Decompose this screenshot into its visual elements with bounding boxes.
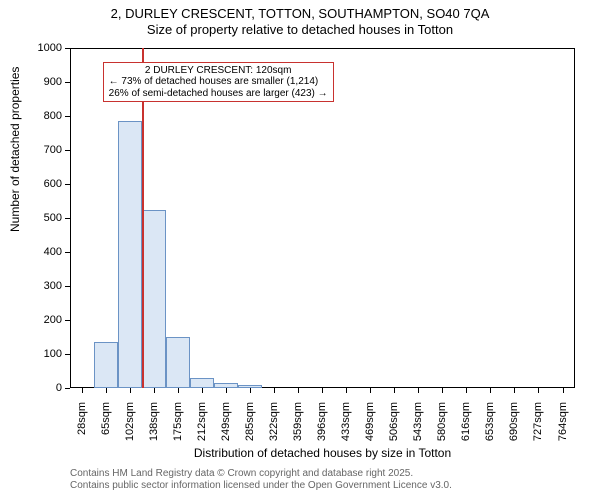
x-tick-label: 616sqm [460, 402, 472, 452]
histogram-bar [166, 337, 190, 388]
y-tick-label: 100 [22, 348, 62, 360]
histogram-bar [118, 121, 142, 388]
y-tick-label: 0 [22, 382, 62, 394]
y-tick-label: 300 [22, 280, 62, 292]
footer-attribution: Contains HM Land Registry data © Crown c… [70, 468, 452, 492]
annotation-line2: ← 73% of detached houses are smaller (1,… [109, 76, 328, 88]
footer-line1: Contains HM Land Registry data © Crown c… [70, 468, 452, 480]
histogram-bar [190, 378, 214, 388]
annotation-callout: 2 DURLEY CRESCENT: 120sqm← 73% of detach… [103, 62, 334, 103]
annotation-line3: 26% of semi-detached houses are larger (… [109, 88, 328, 100]
x-tick-label: 506sqm [388, 402, 400, 452]
x-tick-label: 322sqm [268, 402, 280, 452]
x-tick-label: 690sqm [508, 402, 520, 452]
y-tick-label: 800 [22, 110, 62, 122]
histogram-bar [214, 383, 238, 388]
x-tick-label: 727sqm [532, 402, 544, 452]
x-tick-label: 359sqm [292, 402, 304, 452]
x-tick-label: 28sqm [76, 402, 88, 452]
x-tick-label: 396sqm [316, 402, 328, 452]
y-tick-label: 600 [22, 178, 62, 190]
x-tick-label: 102sqm [124, 402, 136, 452]
x-tick-label: 764sqm [557, 402, 569, 452]
x-tick-label: 653sqm [484, 402, 496, 452]
histogram-chart: 2, DURLEY CRESCENT, TOTTON, SOUTHAMPTON,… [0, 0, 600, 500]
chart-title: 2, DURLEY CRESCENT, TOTTON, SOUTHAMPTON,… [0, 0, 600, 39]
histogram-bar [238, 385, 262, 388]
x-tick-label: 249sqm [220, 402, 232, 452]
annotation-line1: 2 DURLEY CRESCENT: 120sqm [109, 65, 328, 77]
x-tick-label: 175sqm [172, 402, 184, 452]
x-tick-label: 543sqm [412, 402, 424, 452]
histogram-bar [142, 210, 166, 389]
plot-area: 2 DURLEY CRESCENT: 120sqm← 73% of detach… [70, 48, 575, 388]
y-tick-label: 500 [22, 212, 62, 224]
y-tick-label: 900 [22, 76, 62, 88]
x-tick-label: 212sqm [196, 402, 208, 452]
y-tick-label: 1000 [22, 42, 62, 54]
y-tick-label: 400 [22, 246, 62, 258]
footer-line2: Contains public sector information licen… [70, 480, 452, 492]
y-axis-label: Number of detached properties [8, 202, 22, 232]
title-line1: 2, DURLEY CRESCENT, TOTTON, SOUTHAMPTON,… [0, 6, 600, 22]
x-tick-label: 469sqm [364, 402, 376, 452]
x-tick-label: 433sqm [340, 402, 352, 452]
title-line2: Size of property relative to detached ho… [0, 22, 600, 38]
y-tick-label: 700 [22, 144, 62, 156]
x-tick-label: 65sqm [100, 402, 112, 452]
histogram-bar [94, 342, 118, 388]
y-tick-label: 200 [22, 314, 62, 326]
x-tick-label: 580sqm [436, 402, 448, 452]
x-tick-label: 138sqm [148, 402, 160, 452]
x-tick-label: 285sqm [244, 402, 256, 452]
